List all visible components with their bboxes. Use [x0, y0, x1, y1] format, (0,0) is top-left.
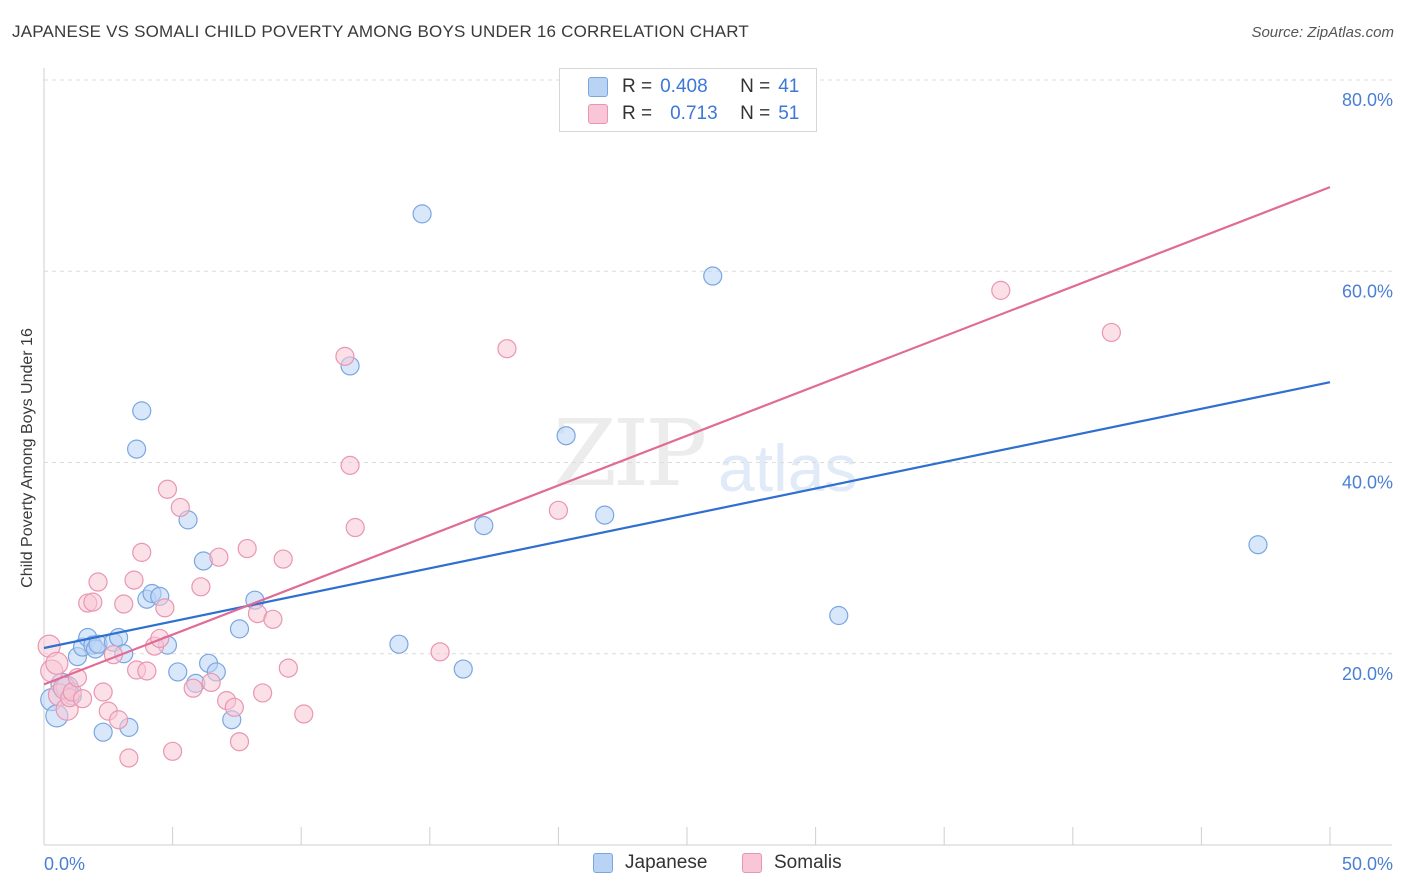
- somalis-point-47: [497, 339, 517, 359]
- bottom-legend-somalis: Somalis: [742, 852, 842, 874]
- somalis-n-label: N =: [740, 103, 771, 124]
- trend-layer: [43, 186, 1331, 686]
- somalis-point-21: [132, 542, 152, 562]
- somalis-point-2: [45, 651, 69, 675]
- japanese-point-40: [1248, 535, 1268, 555]
- somalis-point-22: [137, 661, 157, 681]
- somalis-point-49: [991, 280, 1011, 300]
- somalis-point-12: [88, 572, 108, 592]
- grid-layer: [44, 79, 1392, 655]
- somalis-point-42: [294, 704, 314, 724]
- somalis-point-27: [163, 741, 183, 761]
- somalis-point-34: [224, 697, 244, 717]
- japanese-point-37: [595, 505, 615, 525]
- tick-label-layer: 20.0% 40.0% 60.0% 80.0% 0.0% 50.0%: [44, 90, 1393, 874]
- japanese-legend-label: Japanese: [625, 852, 708, 873]
- somalis-point-30: [191, 577, 211, 597]
- japanese-point-17: [132, 401, 152, 421]
- points-layer: [37, 204, 1268, 768]
- somalis-n-value: 51: [778, 103, 800, 124]
- x-tick-label-0: 0.0%: [44, 854, 85, 874]
- x-tick-label-50: 50.0%: [1342, 854, 1393, 874]
- japanese-legend-swatch: [593, 853, 613, 873]
- japanese-point-22: [168, 662, 188, 682]
- japanese-point-38: [703, 266, 723, 286]
- japanese-point-35: [474, 516, 494, 536]
- somalis-r-label: R =: [622, 103, 653, 124]
- somalis-point-18: [119, 748, 139, 768]
- somalis-point-16: [108, 710, 129, 730]
- japanese-r-label: R =: [622, 76, 653, 97]
- somalis-point-32: [209, 547, 229, 567]
- somalis-point-43: [335, 346, 355, 366]
- somalis-point-19: [124, 570, 144, 590]
- japanese-point-29: [229, 619, 250, 639]
- japanese-point-11: [93, 722, 113, 742]
- y-tick-label-80: 80.0%: [1342, 90, 1393, 110]
- somalis-point-29: [183, 678, 203, 698]
- japanese-r-value: 0.408: [660, 76, 708, 97]
- source-label: Source: ZipAtlas.com: [1251, 24, 1394, 41]
- japanese-trend-line: [43, 381, 1331, 650]
- somalis-point-45: [345, 517, 365, 538]
- japanese-point-36: [556, 426, 576, 446]
- japanese-point-32: [389, 634, 409, 654]
- somalis-point-9: [72, 689, 93, 709]
- legend-row-japanese: R = 0.408 N = 41: [588, 74, 799, 100]
- watermark-zip: ZIP: [553, 400, 707, 507]
- somalis-point-25: [155, 598, 175, 618]
- somalis-point-11: [83, 592, 103, 612]
- somalis-point-50: [1101, 322, 1121, 343]
- japanese-swatch: [588, 77, 608, 97]
- legend-row-somalis: R = 0.713 N = 51: [588, 101, 799, 127]
- somalis-point-38: [253, 683, 273, 703]
- somalis-point-26: [157, 479, 178, 499]
- y-tick-label-20: 20.0%: [1342, 664, 1393, 684]
- somalis-point-39: [263, 609, 283, 629]
- somalis-point-46: [430, 642, 450, 662]
- japanese-point-16: [126, 439, 147, 459]
- somalis-point-17: [114, 594, 134, 614]
- japanese-point-34: [453, 659, 473, 679]
- bottom-legend-japanese: Japanese: [593, 852, 707, 874]
- somalis-r-value: 0.713: [670, 103, 718, 124]
- somalis-point-36: [237, 538, 257, 559]
- somalis-point-44: [340, 455, 360, 475]
- somalis-point-13: [93, 682, 113, 702]
- y-tick-label-40: 40.0%: [1342, 473, 1393, 493]
- somalis-point-41: [278, 658, 298, 678]
- chart-title: JAPANESE VS SOMALI CHILD POVERTY AMONG B…: [12, 22, 749, 41]
- y-tick-label-60: 60.0%: [1342, 281, 1393, 301]
- watermark-atlas: atlas: [718, 431, 858, 505]
- somalis-point-31: [201, 672, 221, 693]
- somalis-swatch: [588, 104, 608, 124]
- somalis-legend-label: Somalis: [774, 852, 842, 873]
- axis-layer: [43, 68, 1392, 846]
- japanese-point-33: [412, 204, 432, 224]
- somalis-point-35: [229, 732, 250, 752]
- japanese-n-value: 41: [778, 76, 800, 97]
- somalis-legend-swatch: [742, 853, 762, 873]
- stats-legend: R = 0.408 N = 41 R = 0.713 N = 51: [559, 68, 817, 132]
- somalis-trend-line: [43, 186, 1331, 686]
- somalis-point-28: [170, 497, 190, 518]
- somalis-point-48: [548, 500, 569, 520]
- japanese-point-39: [829, 605, 849, 626]
- japanese-n-label: N =: [740, 76, 771, 97]
- somalis-point-40: [273, 549, 293, 569]
